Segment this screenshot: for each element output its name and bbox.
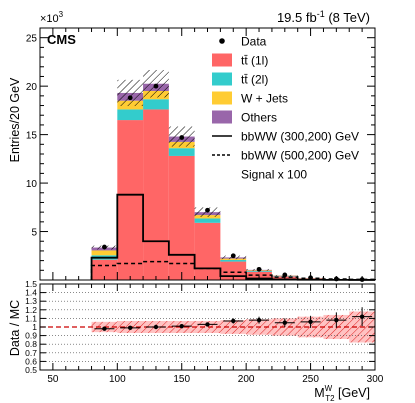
ratio-point	[127, 325, 133, 331]
y-tick-label: 5	[31, 228, 37, 239]
data-point	[153, 83, 159, 89]
bar	[194, 218, 221, 223]
exponent-label: ×103	[40, 10, 64, 25]
ratio-tick-label: 1.5	[25, 279, 37, 289]
main-panel: 5 10 15 20 25	[26, 27, 376, 282]
ratio-tick-label: 0.9	[25, 331, 37, 341]
legend-label: Data	[241, 35, 267, 49]
legend-label: Signal x 100	[241, 168, 307, 182]
y-tick-label: 20	[26, 82, 38, 93]
data-point	[127, 95, 133, 101]
data-point	[205, 207, 210, 213]
y-axis-title: Entries/20 GeV	[8, 77, 22, 162]
ratio-point	[256, 317, 262, 323]
x-tick-label: 250	[302, 374, 319, 385]
ratio-tick-label: 0.8	[25, 339, 37, 349]
x-tick-label: 100	[109, 374, 126, 385]
bar	[91, 250, 118, 256]
bar	[91, 259, 118, 280]
ratio-tick-label: 1	[32, 322, 37, 332]
ratio-y-axis-title: Data / MC	[8, 300, 22, 356]
legend-swatch	[212, 53, 232, 67]
luminosity-label: 19.5 fb-1 (8 TeV)	[277, 9, 370, 25]
y-tick-label: 10	[26, 179, 38, 190]
ratio-point	[102, 326, 107, 331]
x-axis-title: MW T2 [GeV]	[314, 384, 370, 403]
legend: Data tt̄ (1l) tt̄ (2l) W + Jets Others bbWW (…	[212, 35, 359, 182]
y-tick-label: 25	[26, 34, 38, 45]
ratio-point	[282, 320, 288, 325]
bar	[117, 120, 144, 280]
ratio-point	[179, 323, 184, 329]
legend-swatch	[212, 110, 232, 124]
data-point	[230, 253, 236, 259]
uncertainty-bar	[117, 79, 144, 107]
legend-label: W + Jets	[241, 92, 288, 106]
bar	[117, 109, 144, 121]
ratio-point	[308, 319, 313, 325]
ratio-point	[231, 318, 236, 324]
bar	[168, 148, 195, 156]
legend-label: Others	[241, 111, 277, 125]
uncertainty-bar	[143, 69, 169, 98]
ratio-point	[334, 317, 339, 323]
ratio-point	[153, 324, 159, 330]
cms-label: CMS	[47, 32, 76, 47]
ratio-tick-label: 1.2	[25, 305, 37, 315]
bar	[168, 155, 195, 280]
x-tick-label: 300	[367, 374, 384, 385]
ratio-tick-label: 0.5	[25, 365, 37, 375]
series-0	[91, 109, 375, 281]
bar	[220, 259, 247, 262]
data-point	[256, 266, 262, 272]
ratio-point	[205, 322, 210, 327]
ratio-tick-label: 1.4	[25, 288, 37, 298]
signal-1-line	[90, 260, 376, 281]
ratio-tick-label: 1.3	[25, 296, 37, 306]
ratio-tick-label: 1.1	[25, 313, 37, 323]
ratio-panel: 0.50.60.70.80.911.11.21.31.41.5 50 100 150 2…	[25, 279, 384, 385]
bar	[143, 99, 169, 110]
bar	[194, 222, 221, 280]
data-point	[102, 244, 107, 250]
data-point	[179, 135, 185, 140]
ratio-point	[359, 314, 365, 319]
legend-label: tt̄ (2l)	[241, 73, 268, 87]
data-point	[282, 272, 288, 278]
legend-label: bbWW (300,200) GeV	[241, 130, 359, 144]
ratio-tick-label: 0.6	[25, 356, 37, 366]
ratio-tick-label: 0.7	[25, 348, 37, 358]
legend-swatch	[212, 72, 232, 86]
legend-swatch	[212, 91, 232, 105]
ratio-points	[94, 307, 373, 331]
legend-marker-data	[219, 38, 225, 44]
bar	[143, 109, 169, 281]
x-tick-label: 50	[47, 374, 59, 385]
legend-label: tt̄ (1l)	[241, 54, 268, 68]
y-tick-label: 15	[26, 131, 38, 142]
legend-label: bbWW (500,200) GeV	[241, 149, 359, 163]
bar	[220, 258, 247, 260]
x-tick-label: 200	[238, 374, 255, 385]
x-tick-label: 150	[173, 374, 190, 385]
